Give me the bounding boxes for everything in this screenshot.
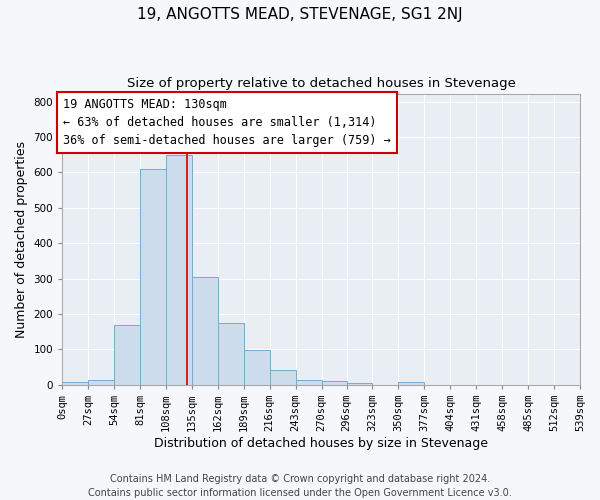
Text: Contains HM Land Registry data © Crown copyright and database right 2024.
Contai: Contains HM Land Registry data © Crown c…	[88, 474, 512, 498]
Text: 19, ANGOTTS MEAD, STEVENAGE, SG1 2NJ: 19, ANGOTTS MEAD, STEVENAGE, SG1 2NJ	[137, 8, 463, 22]
Bar	[296, 380, 322, 385]
Bar	[166, 154, 192, 385]
Bar	[218, 323, 244, 385]
Bar	[270, 370, 296, 385]
Bar	[88, 380, 114, 385]
Y-axis label: Number of detached properties: Number of detached properties	[15, 141, 28, 338]
Bar	[347, 383, 373, 385]
Text: 19 ANGOTTS MEAD: 130sqm
← 63% of detached houses are smaller (1,314)
36% of semi: 19 ANGOTTS MEAD: 130sqm ← 63% of detache…	[63, 98, 391, 147]
Bar	[398, 382, 424, 385]
Bar	[192, 277, 218, 385]
X-axis label: Distribution of detached houses by size in Stevenage: Distribution of detached houses by size …	[154, 437, 488, 450]
Bar	[322, 382, 347, 385]
Bar	[140, 169, 166, 385]
Title: Size of property relative to detached houses in Stevenage: Size of property relative to detached ho…	[127, 78, 515, 90]
Bar	[244, 350, 270, 385]
Bar	[62, 382, 88, 385]
Bar	[114, 324, 140, 385]
